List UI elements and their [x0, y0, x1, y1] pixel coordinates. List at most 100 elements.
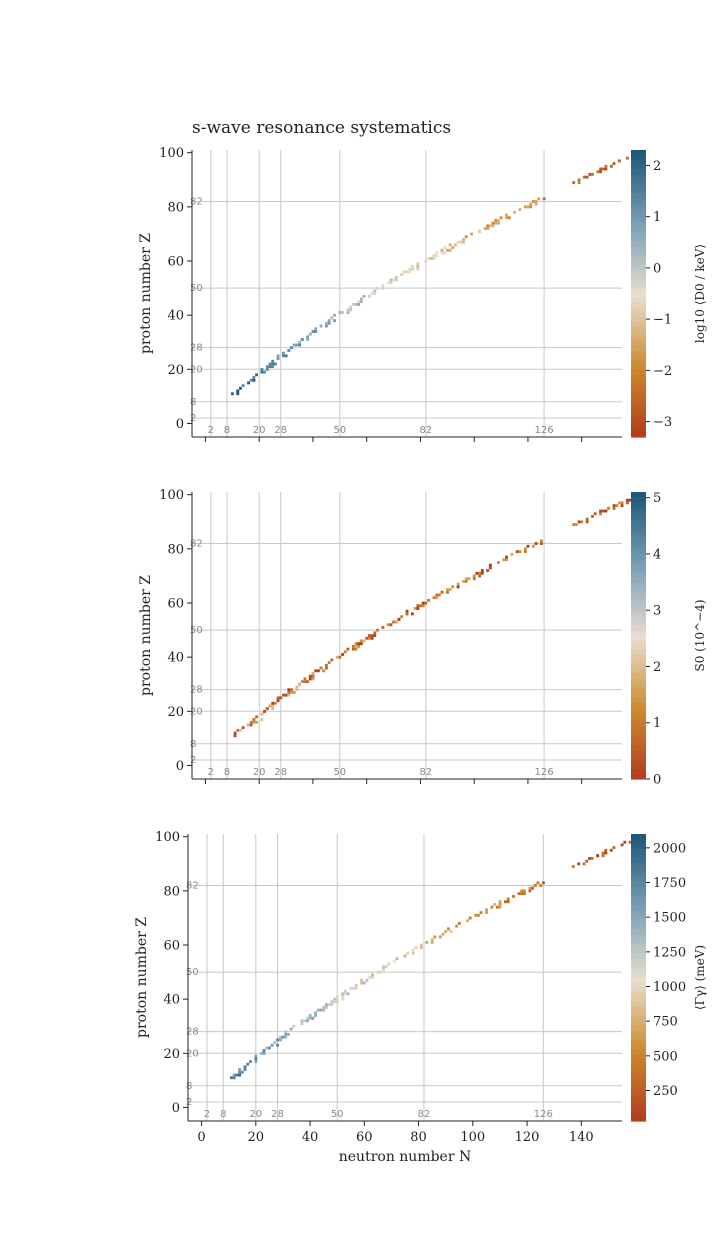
heatmap-cell	[494, 221, 498, 225]
colorbar-segment	[631, 592, 646, 598]
colorbar-segment	[631, 492, 646, 498]
colorbar-segment	[631, 963, 646, 969]
colorbar-segment	[631, 520, 646, 527]
colorbar-segment	[631, 862, 646, 869]
colorbar-segment	[631, 1077, 646, 1084]
colorbar-segment	[631, 896, 646, 902]
heatmap-cell	[357, 644, 361, 648]
heatmap-cell	[542, 197, 546, 201]
heatmap-cell	[349, 305, 353, 309]
heatmap-cell	[620, 501, 624, 505]
heatmap-cell	[513, 210, 516, 214]
heatmap-cell	[314, 1011, 317, 1015]
heatmap-cell	[368, 634, 371, 637]
heatmap-cell	[435, 254, 439, 258]
heatmap-cell	[265, 365, 269, 369]
colorbar-tick-label: 1	[653, 210, 661, 225]
heatmap-cell	[498, 905, 502, 909]
heatmap-cell	[346, 311, 350, 314]
colorbar-tick-label: 1	[653, 716, 661, 731]
heatmap-cell	[271, 359, 275, 363]
heatmap-cell	[456, 240, 460, 244]
heatmap-cell	[335, 995, 339, 998]
heatmap-cell	[405, 612, 409, 616]
x-tick-label: 120	[515, 1130, 540, 1145]
heatmap-cell	[574, 523, 578, 526]
colorbar-segment	[631, 307, 646, 314]
colorbar-segment	[631, 197, 646, 204]
heatmap-cell	[265, 707, 269, 711]
colorbar-tick-label: 0	[653, 773, 661, 788]
colorbar-segment	[631, 721, 646, 727]
heatmap-cell	[335, 997, 339, 1001]
heatmap-cell	[238, 1070, 242, 1074]
heatmap-cell	[440, 251, 444, 255]
colorbar-segment	[631, 212, 646, 218]
heatmap-cell	[319, 666, 323, 670]
heatmap-cell	[445, 590, 449, 594]
heatmap-cell	[341, 997, 345, 1001]
colorbar-segment	[631, 432, 646, 438]
colorbar-segment	[631, 948, 646, 955]
y-tick-label: 0	[176, 759, 184, 774]
colorbar-segment	[631, 355, 646, 362]
heatmap-cell	[440, 590, 444, 594]
heatmap-cell	[628, 498, 632, 502]
heatmap-cell	[263, 709, 267, 713]
heatmap-cell	[599, 512, 602, 516]
heatmap-cell	[290, 688, 293, 692]
heatmap-cell	[445, 248, 449, 252]
heatmap-cell	[303, 677, 307, 681]
x-tick-label: 140	[569, 1130, 594, 1145]
y-tick-label: 100	[159, 146, 184, 161]
colorbar-segment	[631, 169, 646, 175]
colorbar-segment	[631, 707, 646, 713]
heatmap-cell	[373, 634, 377, 637]
heatmap-cell	[260, 367, 264, 371]
heatmap-cell	[255, 373, 258, 377]
heatmap-cell	[346, 992, 350, 996]
colorbar-segment	[631, 403, 646, 409]
heatmap-cell	[373, 292, 377, 295]
colorbar-segment	[631, 891, 646, 897]
heatmap-cell	[273, 701, 277, 705]
magic-n-label: 28	[274, 767, 287, 778]
colorbar-segment	[631, 659, 646, 665]
heatmap-cell	[308, 1014, 312, 1017]
colorbar-segment	[631, 1054, 646, 1060]
colorbar-segment	[631, 1049, 646, 1055]
colorbar-segment	[631, 838, 646, 845]
magic-z-label: 50	[186, 967, 199, 978]
heatmap-cell	[362, 294, 366, 298]
heatmap-cell	[351, 647, 355, 651]
heatmap-cell	[354, 647, 358, 651]
heatmap-cell	[447, 927, 450, 931]
heatmap-cell	[351, 644, 355, 648]
heatmap-cell	[303, 680, 307, 684]
colorbar-segment	[631, 688, 646, 694]
magic-z-label: 2	[190, 413, 196, 424]
magic-n-label: 82	[419, 767, 432, 778]
heatmap-cell	[541, 881, 545, 885]
colorbar-segment	[631, 750, 646, 756]
heatmap-cell	[609, 848, 613, 852]
heatmap-cell	[373, 289, 377, 293]
heatmap-cell	[421, 604, 425, 608]
heatmap-cell	[494, 219, 498, 222]
colorbar-label: ⟨Γγ⟩ (meV)	[693, 945, 707, 1010]
heatmap-cell	[249, 723, 253, 727]
heatmap-cell	[601, 167, 605, 171]
heatmap-cell	[457, 921, 461, 925]
heatmap-cell	[376, 628, 379, 632]
magic-n-label: 28	[274, 425, 287, 436]
heatmap-cell	[495, 905, 499, 909]
magic-n-label: 82	[418, 1109, 431, 1120]
heatmap-cell	[448, 243, 452, 247]
heatmap-cell	[271, 704, 275, 708]
heatmap-cell	[502, 558, 506, 562]
heatmap-cell	[612, 162, 616, 166]
colorbar-segment	[631, 1106, 646, 1113]
heatmap-cell	[505, 213, 508, 217]
colorbar-segment	[631, 539, 646, 546]
colorbar-segment	[631, 745, 646, 751]
